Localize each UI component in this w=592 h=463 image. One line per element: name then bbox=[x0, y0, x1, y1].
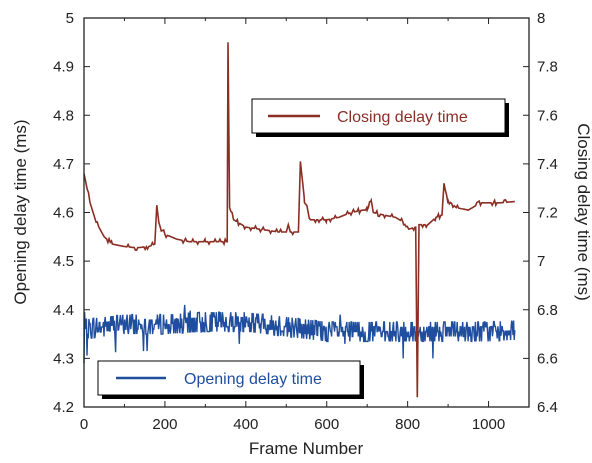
y-right-tick-label: 6.8 bbox=[537, 302, 558, 319]
labels-layer: 0 200 400 600 800 1000 4.2 4.3 4.4 4.5 4.6 4.7 4.8 4.… bbox=[53, 10, 558, 433]
plot-area bbox=[84, 18, 529, 407]
x-tick-label: 200 bbox=[152, 416, 177, 433]
y-right-tick-label: 7 bbox=[537, 253, 545, 270]
series-opening-delay-line bbox=[83, 304, 516, 364]
legend-closing-box bbox=[251, 98, 506, 134]
y-left-tick-label: 4.6 bbox=[53, 205, 74, 222]
y-left-tick-label: 4.2 bbox=[53, 399, 74, 416]
y-left-tick-label: 4.3 bbox=[53, 350, 74, 367]
x-axis-title: Frame Number bbox=[249, 439, 364, 458]
y-left-tick-label: 4.9 bbox=[53, 59, 74, 76]
x-tick-label: 800 bbox=[395, 416, 420, 433]
y-right-tick-label: 8 bbox=[537, 10, 545, 27]
legend-opening: Opening delay time bbox=[97, 360, 364, 399]
y-right-tick-label: 7.4 bbox=[537, 156, 558, 173]
y-right-tick-label: 7.6 bbox=[537, 107, 558, 124]
right-y-axis-title: Closing delay time (ms) bbox=[574, 123, 592, 301]
legend-closing: Closing delay time bbox=[251, 98, 509, 137]
x-tick-label: 400 bbox=[233, 416, 258, 433]
x-tick-label: 0 bbox=[80, 416, 88, 433]
y-right-tick-label: 7.2 bbox=[537, 205, 558, 222]
y-left-tick-label: 4.8 bbox=[53, 107, 74, 124]
y-right-tick-label: 6.6 bbox=[537, 350, 558, 367]
y-left-tick-label: 4.5 bbox=[53, 253, 74, 270]
x-tick-label: 1000 bbox=[472, 416, 505, 433]
ticks-layer bbox=[83, 17, 529, 408]
left-y-axis-title: Opening delay time (ms) bbox=[11, 119, 30, 304]
x-tick-label: 600 bbox=[314, 416, 339, 433]
y-right-tick-label: 6.4 bbox=[537, 399, 558, 416]
y-left-tick-label: 4.7 bbox=[53, 156, 74, 173]
y-left-tick-label: 4.4 bbox=[53, 302, 74, 319]
legend-opening-label: Opening delay time bbox=[184, 371, 322, 388]
series-layer bbox=[83, 42, 516, 398]
series-closing-delay-line bbox=[83, 42, 515, 398]
y-right-tick-label: 7.8 bbox=[537, 59, 558, 76]
legend-closing-label: Closing delay time bbox=[337, 109, 468, 126]
y-left-tick-label: 5 bbox=[66, 10, 74, 27]
